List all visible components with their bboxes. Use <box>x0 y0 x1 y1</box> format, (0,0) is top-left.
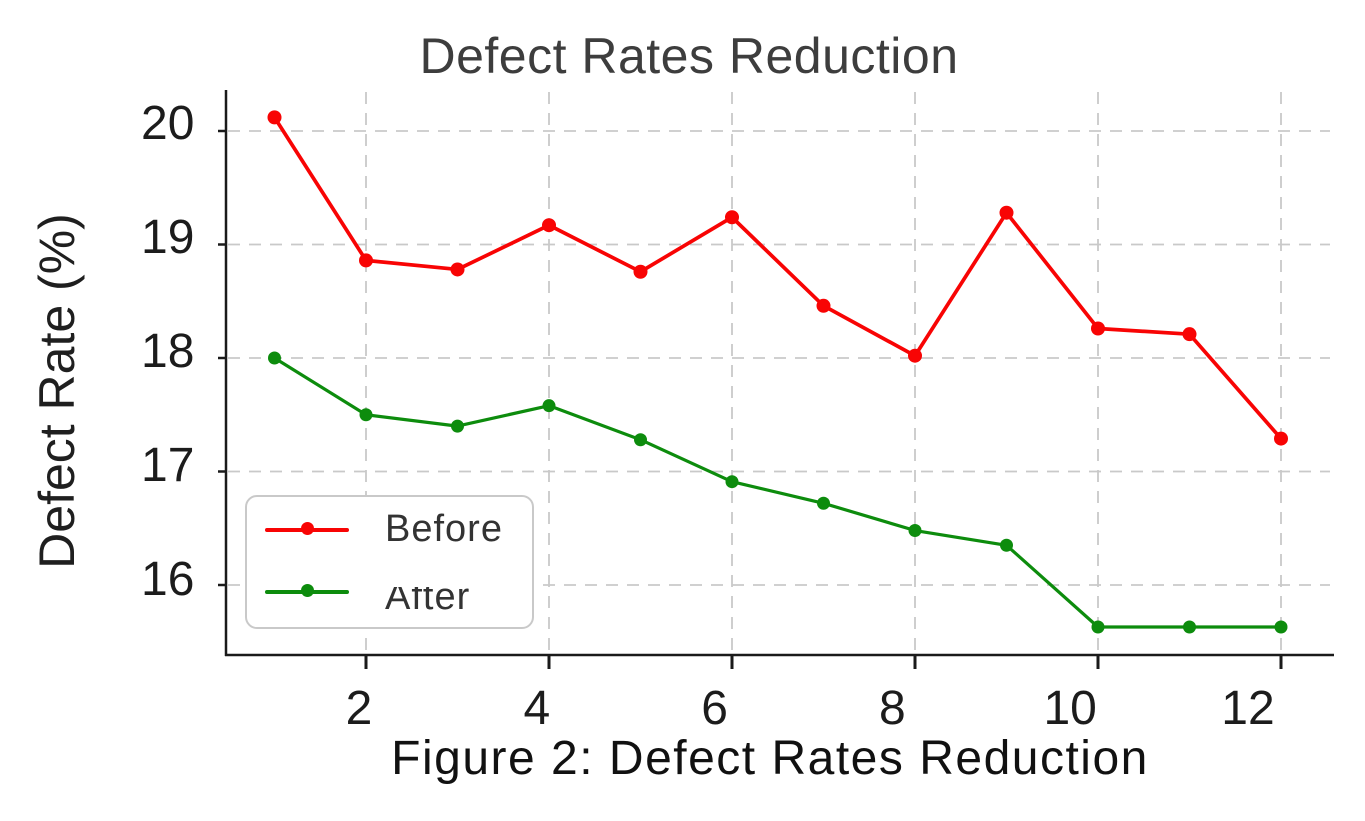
x-tick-label: 12 <box>1221 682 1275 735</box>
y-axis-title: Defect Rate (%) <box>29 213 85 569</box>
series-line-after <box>272 356 1283 629</box>
legend-label-before: Before <box>385 508 503 550</box>
marker-after <box>908 524 922 538</box>
series-line-before <box>272 115 1283 441</box>
x-tick-label: 6 <box>701 682 728 735</box>
marker-after <box>451 419 464 433</box>
marker-before <box>908 348 922 363</box>
marker-after <box>1183 620 1196 634</box>
marker-before <box>359 253 373 268</box>
x-tick-label: 4 <box>523 682 551 735</box>
marker-after <box>359 408 373 422</box>
figure-caption: Figure 2: Defect Rates Reduction <box>391 732 1149 785</box>
legend: Before After <box>245 495 534 629</box>
marker-after <box>1274 620 1288 634</box>
marker-before <box>542 218 556 233</box>
x-tick-label: 10 <box>1043 682 1097 735</box>
marker-before <box>633 264 648 279</box>
y-tick-label: 20 <box>141 97 195 150</box>
legend-dot-sample-before <box>301 522 314 535</box>
marker-before <box>816 298 831 313</box>
marker-after <box>817 496 830 510</box>
x-tick-label: 8 <box>879 682 906 735</box>
marker-before <box>450 262 465 277</box>
marker-before <box>267 110 282 125</box>
marker-after <box>542 399 556 413</box>
y-tick-label: 16 <box>141 553 195 607</box>
legend-label-after: After <box>385 576 471 618</box>
chart-title: Defect Rates Reduction <box>419 28 959 84</box>
marker-before <box>1274 431 1288 446</box>
marker-before <box>999 205 1014 220</box>
x-tick-label: 2 <box>345 682 373 735</box>
marker-before <box>1091 321 1105 336</box>
y-tick-label: 19 <box>141 211 195 265</box>
marker-after <box>1000 538 1013 552</box>
marker-before <box>725 210 739 225</box>
marker-before <box>1182 327 1197 342</box>
marker-after <box>1091 620 1105 634</box>
marker-after <box>634 433 647 447</box>
y-tick-label: 18 <box>141 325 195 379</box>
marker-after <box>268 351 281 365</box>
y-tick-label: 17 <box>141 439 195 493</box>
marker-after <box>725 475 739 489</box>
legend-dot-sample-after <box>301 584 314 597</box>
